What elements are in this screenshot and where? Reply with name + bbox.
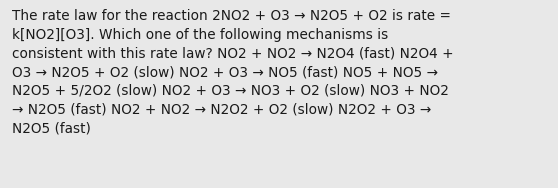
Text: The rate law for the reaction 2NO2 + O3 → N2O5 + O2 is rate =
k[NO2][O3]. Which : The rate law for the reaction 2NO2 + O3 … <box>12 9 454 135</box>
